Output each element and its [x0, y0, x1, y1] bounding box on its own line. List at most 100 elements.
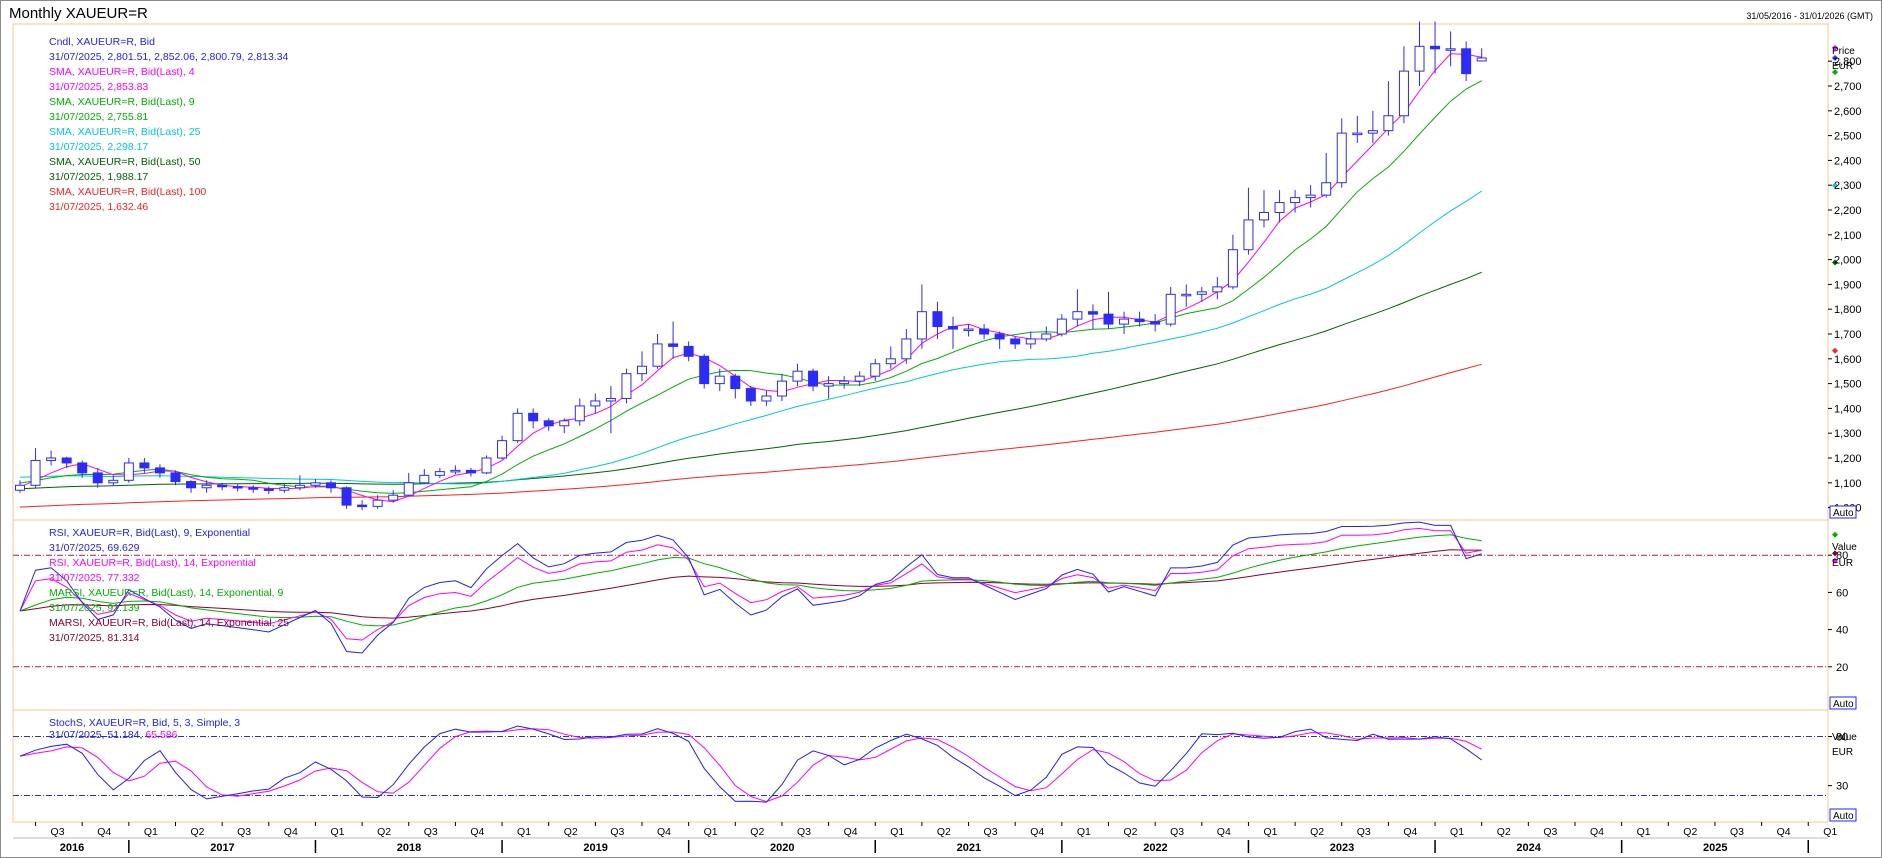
candle[interactable] — [590, 393, 601, 414]
candle[interactable] — [979, 324, 990, 339]
candle[interactable] — [1196, 286, 1207, 302]
candle[interactable] — [1476, 48, 1487, 62]
candle[interactable] — [1087, 304, 1098, 330]
candle[interactable] — [388, 490, 399, 503]
rsi-auto-button[interactable]: Auto — [1829, 696, 1857, 710]
candle[interactable] — [46, 450, 57, 466]
candle[interactable] — [1274, 190, 1285, 223]
candle[interactable] — [1103, 291, 1114, 330]
candle[interactable] — [839, 376, 850, 389]
candle[interactable] — [1352, 115, 1363, 144]
candle[interactable] — [1072, 289, 1083, 327]
candle[interactable] — [761, 391, 772, 406]
candle[interactable] — [963, 324, 974, 337]
candle[interactable] — [792, 363, 803, 387]
candle[interactable] — [699, 353, 710, 389]
candle[interactable] — [357, 500, 368, 511]
candle[interactable] — [1305, 185, 1316, 208]
candle[interactable] — [637, 351, 647, 382]
candle[interactable] — [108, 475, 119, 486]
candle[interactable] — [652, 334, 663, 369]
candle[interactable] — [1010, 336, 1021, 349]
candle[interactable] — [61, 456, 72, 468]
candle[interactable] — [450, 465, 461, 475]
candle[interactable] — [543, 418, 554, 431]
candle[interactable] — [403, 472, 414, 497]
candle[interactable] — [154, 464, 165, 478]
candle[interactable] — [1430, 21, 1441, 74]
candle[interactable] — [1383, 81, 1394, 136]
candle[interactable] — [481, 455, 492, 475]
candle[interactable] — [559, 418, 570, 434]
candle[interactable] — [341, 486, 352, 509]
candle[interactable] — [372, 495, 383, 509]
candle[interactable] — [1243, 187, 1254, 255]
candle[interactable] — [30, 448, 41, 488]
candle[interactable] — [434, 467, 445, 478]
candle[interactable] — [263, 486, 274, 494]
candle[interactable] — [123, 458, 134, 483]
candle[interactable] — [419, 469, 430, 485]
candle[interactable] — [668, 321, 679, 359]
candle[interactable] — [170, 470, 181, 486]
candle[interactable] — [745, 386, 756, 406]
candle[interactable] — [885, 346, 896, 369]
candle[interactable] — [683, 341, 694, 362]
candle[interactable] — [139, 458, 150, 473]
candle[interactable] — [310, 479, 321, 488]
candle[interactable] — [1119, 311, 1130, 334]
candle[interactable] — [948, 316, 958, 349]
price-auto-button[interactable]: Auto — [1829, 505, 1857, 519]
candle[interactable] — [1367, 110, 1378, 144]
candle[interactable] — [714, 368, 725, 392]
candle[interactable] — [605, 386, 616, 434]
candle[interactable] — [1461, 41, 1472, 82]
candle[interactable] — [621, 368, 632, 404]
candle[interactable] — [1056, 314, 1067, 337]
candle[interactable] — [994, 331, 1005, 349]
candle[interactable] — [528, 408, 539, 429]
candle[interactable] — [1150, 314, 1161, 332]
candle[interactable] — [730, 373, 741, 399]
candle[interactable] — [1041, 326, 1052, 342]
candle[interactable] — [1414, 21, 1425, 86]
candle[interactable] — [1321, 152, 1332, 198]
candle[interactable] — [248, 485, 259, 493]
candle[interactable] — [186, 480, 197, 493]
candle[interactable] — [217, 482, 228, 491]
candle[interactable] — [1181, 284, 1192, 307]
candle[interactable] — [465, 467, 476, 477]
candle[interactable] — [901, 329, 912, 364]
candle[interactable] — [1025, 331, 1036, 349]
candle[interactable] — [294, 475, 305, 491]
candle[interactable] — [1165, 286, 1176, 327]
candle[interactable] — [232, 484, 243, 492]
candle[interactable] — [854, 371, 865, 387]
candle[interactable] — [916, 284, 927, 349]
candle[interactable] — [326, 480, 336, 493]
candle[interactable] — [1259, 190, 1269, 228]
candle[interactable] — [497, 435, 508, 460]
candle[interactable] — [870, 358, 881, 382]
candle[interactable] — [574, 398, 585, 426]
candle[interactable] — [1336, 118, 1347, 188]
candle[interactable] — [1445, 31, 1456, 67]
candle[interactable] — [1290, 190, 1301, 213]
candle[interactable] — [279, 484, 290, 493]
candle[interactable] — [808, 368, 819, 392]
candle[interactable] — [15, 480, 25, 493]
candle[interactable] — [92, 467, 103, 488]
stoch-panel[interactable] — [12, 709, 1829, 823]
candle[interactable] — [776, 373, 787, 401]
candle[interactable] — [512, 408, 523, 444]
candle[interactable] — [1134, 311, 1145, 327]
candle[interactable] — [823, 376, 834, 399]
candle[interactable] — [932, 301, 943, 339]
candle[interactable] — [1212, 276, 1223, 300]
candle[interactable] — [201, 480, 212, 493]
candle[interactable] — [1398, 46, 1409, 124]
candle[interactable] — [1227, 234, 1238, 290]
candle[interactable] — [77, 460, 88, 478]
stoch-auto-button[interactable]: Auto — [1829, 808, 1857, 822]
